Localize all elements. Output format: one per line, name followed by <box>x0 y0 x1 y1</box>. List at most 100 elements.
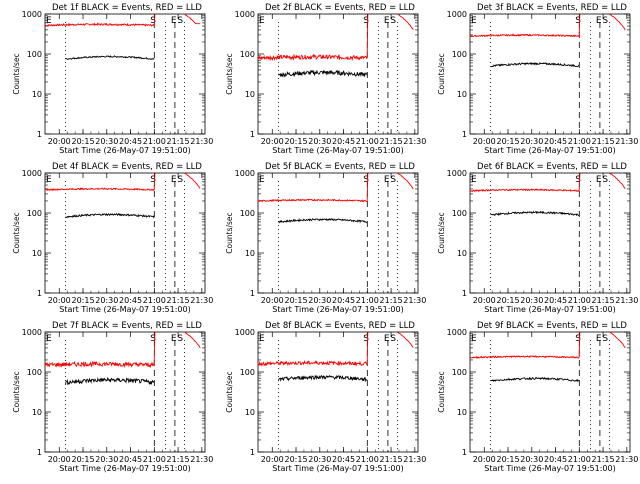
y-tick-label: 1000 <box>447 169 467 178</box>
y-tick-label: 1000 <box>22 169 42 178</box>
series-line-lld-recovery <box>397 172 414 190</box>
series-line-lld <box>44 172 156 192</box>
annotation-e-left: E <box>46 16 52 26</box>
series-line-lld <box>257 13 369 62</box>
x-tick-label: 21:00 <box>143 296 166 305</box>
y-tick-label: 1000 <box>235 169 255 178</box>
x-tick-label: 21:00 <box>568 455 591 464</box>
chart-title: Det 8f BLACK = Events, RED = LLD <box>265 321 415 331</box>
annotation-s-right: S <box>602 16 608 26</box>
x-tick-label: 21:15 <box>592 455 615 464</box>
x-tick-label: 21:00 <box>143 455 166 464</box>
plot-frame <box>257 13 419 135</box>
y-tick-label: 100 <box>27 368 42 377</box>
series-line-lld <box>44 331 156 369</box>
annotation-label: S <box>150 175 156 185</box>
chart-title: Det 7f BLACK = Events, RED = LLD <box>52 321 202 331</box>
x-axis-label: Start Time (26-May-07 19:51:00) <box>59 305 190 314</box>
y-axis-label: Counts/sec <box>12 371 21 412</box>
annotation-s-right: S <box>177 16 183 26</box>
x-tick-label: 20:45 <box>544 296 567 305</box>
annotation-label: E <box>596 334 602 344</box>
x-tick-label: 20:30 <box>520 296 543 305</box>
x-tick-label: 20:15 <box>71 296 94 305</box>
chart-panel: Det 6f BLACK = Events, RED = LLD 1 10 100 10… <box>437 162 638 314</box>
x-axis-label: Start Time (26-May-07 19:51:00) <box>484 464 615 473</box>
annotation-label: S <box>575 16 581 26</box>
series-line-lld <box>257 172 369 203</box>
y-tick-label: 1 <box>462 130 467 139</box>
plot-frame <box>44 13 206 135</box>
series-line-events <box>65 212 155 219</box>
x-tick-label: 20:45 <box>119 455 142 464</box>
x-tick-label: 21:30 <box>615 455 638 464</box>
chart-panel: Det 8f BLACK = Events, RED = LLD 1 10 100 10… <box>225 321 426 473</box>
annotation-label: S <box>363 334 369 344</box>
x-axis-label: Start Time (26-May-07 19:51:00) <box>272 464 403 473</box>
y-tick-label: 1000 <box>447 328 467 337</box>
chart-title: Det 1f BLACK = Events, RED = LLD <box>52 3 202 13</box>
x-tick-label: 21:00 <box>568 137 591 146</box>
x-tick-label: 20:00 <box>48 137 71 146</box>
plot-frame <box>257 331 419 453</box>
annotation-label: E <box>384 175 390 185</box>
annotation-label: S <box>363 175 369 185</box>
chart-panel: Det 2f BLACK = Events, RED = LLD 1 10 100 10… <box>225 3 426 155</box>
chart-panel: Det 3f BLACK = Events, RED = LLD 1 10 100 10… <box>437 3 638 155</box>
y-tick-label: 1000 <box>447 10 467 19</box>
chart-title: Det 4f BLACK = Events, RED = LLD <box>52 162 202 172</box>
x-tick-label: 20:45 <box>544 455 567 464</box>
series-line-events <box>490 376 580 383</box>
series-line-events <box>278 69 368 78</box>
x-tick-label: 20:00 <box>261 137 284 146</box>
annotation-label: E <box>596 175 602 185</box>
x-tick-label: 20:15 <box>284 137 307 146</box>
annotation-label: E <box>171 175 177 185</box>
y-tick-label: 10 <box>32 408 42 417</box>
annotation-s-right: S <box>177 175 183 185</box>
x-tick-label: 20:45 <box>544 137 567 146</box>
x-tick-label: 20:45 <box>119 137 142 146</box>
series-line-lld <box>469 13 581 38</box>
plot-frame <box>44 172 206 294</box>
x-tick-label: 21:15 <box>380 455 403 464</box>
series-line-lld-recovery <box>184 331 201 349</box>
y-tick-label: 1 <box>250 130 255 139</box>
x-tick-label: 21:15 <box>380 137 403 146</box>
x-tick-label: 21:30 <box>403 137 426 146</box>
annotation-label: S <box>150 16 156 26</box>
x-tick-label: 20:15 <box>496 296 519 305</box>
y-tick-label: 1000 <box>22 10 42 19</box>
x-tick-label: 21:00 <box>568 296 591 305</box>
y-tick-label: 1 <box>37 448 42 457</box>
y-tick-label: 100 <box>452 50 467 59</box>
y-tick-label: 10 <box>457 90 467 99</box>
y-tick-label: 10 <box>245 90 255 99</box>
annotation-s-right: S <box>390 175 396 185</box>
series-line-events <box>278 217 368 224</box>
series-line-lld <box>257 331 369 367</box>
annotation-label: E <box>384 16 390 26</box>
y-axis-label: Counts/sec <box>225 371 234 412</box>
chart-panel: Det 5f BLACK = Events, RED = LLD 1 10 100 10… <box>225 162 426 314</box>
x-tick-label: 20:45 <box>119 296 142 305</box>
annotation-s-right: S <box>602 175 608 185</box>
annotation-e-left: E <box>471 175 477 185</box>
series-line-events <box>490 210 580 217</box>
x-tick-label: 20:45 <box>332 455 355 464</box>
x-tick-label: 20:30 <box>520 137 543 146</box>
series-line-lld <box>44 13 156 28</box>
annotation-label: S <box>575 175 581 185</box>
y-tick-label: 100 <box>452 368 467 377</box>
annotation-e-left: E <box>259 16 265 26</box>
y-tick-label: 1 <box>462 448 467 457</box>
chart-title: Det 5f BLACK = Events, RED = LLD <box>265 162 415 172</box>
x-tick-label: 20:30 <box>95 296 118 305</box>
x-tick-label: 20:15 <box>284 296 307 305</box>
chart-panel: Det 7f BLACK = Events, RED = LLD 1 10 100 10… <box>12 321 213 473</box>
series-line-lld-recovery <box>397 13 414 31</box>
y-tick-label: 100 <box>240 50 255 59</box>
x-tick-label: 20:00 <box>261 296 284 305</box>
annotation-s-right: S <box>602 334 608 344</box>
